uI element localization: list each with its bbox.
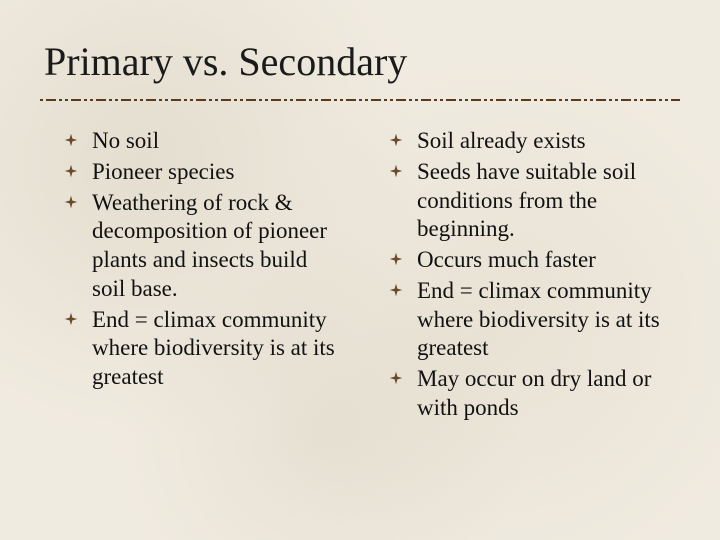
- bullet-icon: [389, 252, 403, 266]
- list-item-text: Pioneer species: [92, 159, 234, 184]
- list-item: Occurs much faster: [375, 246, 670, 275]
- content-columns: No soil Pioneer species Weathering of ro…: [40, 127, 680, 425]
- list-item-text: May occur on dry land or with ponds: [417, 366, 651, 420]
- list-item-text: End = climax community where biodiversit…: [92, 307, 335, 390]
- list-item: Weathering of rock & decomposition of pi…: [50, 189, 345, 304]
- bullet-icon: [64, 312, 78, 326]
- list-item: Soil already exists: [375, 127, 670, 156]
- right-list: Soil already exists Seeds have suitable …: [375, 127, 670, 423]
- list-item: No soil: [50, 127, 345, 156]
- list-item: End = climax community where biodiversit…: [50, 306, 345, 392]
- bullet-icon: [389, 371, 403, 385]
- bullet-icon: [389, 133, 403, 147]
- list-item: End = climax community where biodiversit…: [375, 277, 670, 363]
- list-item-text: End = climax community where biodiversit…: [417, 278, 660, 361]
- bullet-icon: [64, 133, 78, 147]
- bullet-icon: [64, 164, 78, 178]
- list-item: Pioneer species: [50, 158, 345, 187]
- list-item-text: Weathering of rock & decomposition of pi…: [92, 190, 327, 301]
- list-item-text: Seeds have suitable soil conditions from…: [417, 159, 636, 242]
- list-item: May occur on dry land or with ponds: [375, 365, 670, 423]
- title-divider: [40, 99, 680, 101]
- bullet-icon: [389, 283, 403, 297]
- list-item: Seeds have suitable soil conditions from…: [375, 158, 670, 244]
- slide-title: Primary vs. Secondary: [40, 38, 680, 85]
- list-item-text: Soil already exists: [417, 128, 586, 153]
- bullet-icon: [389, 164, 403, 178]
- bullet-icon: [64, 195, 78, 209]
- list-item-text: Occurs much faster: [417, 247, 596, 272]
- left-column: No soil Pioneer species Weathering of ro…: [50, 127, 345, 425]
- right-column: Soil already exists Seeds have suitable …: [375, 127, 670, 425]
- list-item-text: No soil: [92, 128, 159, 153]
- left-list: No soil Pioneer species Weathering of ro…: [50, 127, 345, 392]
